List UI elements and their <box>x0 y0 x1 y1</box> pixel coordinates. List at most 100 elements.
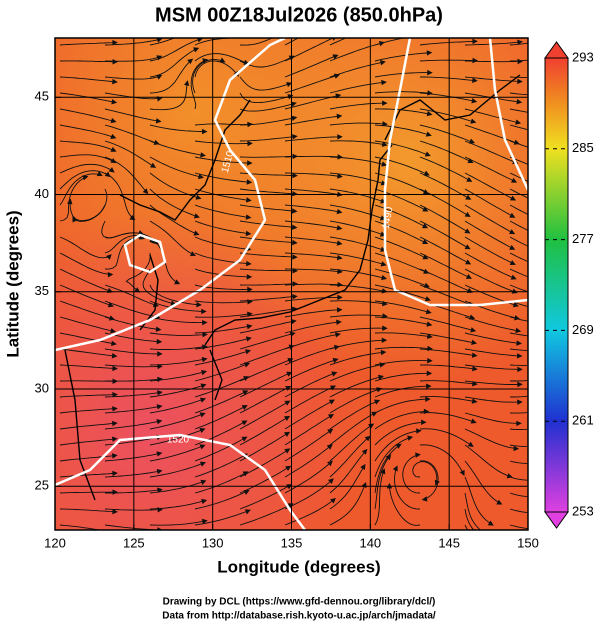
stream-arrow <box>427 357 433 364</box>
streamline <box>194 510 250 526</box>
stream-arrow <box>392 465 398 472</box>
streamline <box>239 252 296 258</box>
stream-arrow <box>246 260 252 267</box>
streamline <box>149 428 204 446</box>
stream-arrow <box>245 230 252 237</box>
stream-arrow <box>112 365 118 372</box>
stream-arrow <box>111 340 117 347</box>
streamline <box>59 408 116 414</box>
streamline <box>329 284 386 292</box>
streamline <box>59 176 87 222</box>
streamline <box>419 59 477 62</box>
stream-arrow <box>517 381 523 388</box>
streamline <box>239 283 297 286</box>
streamline <box>149 371 206 382</box>
stream-arrow <box>385 454 392 461</box>
streamline <box>284 252 341 259</box>
streamline <box>194 325 251 334</box>
streamline <box>104 452 161 462</box>
colorbar-extend-bottom <box>544 511 569 529</box>
streamline <box>374 316 431 326</box>
streamline <box>374 411 428 430</box>
streamline <box>509 364 528 366</box>
streamline <box>194 376 248 398</box>
colorbar-body <box>544 57 569 513</box>
streamline <box>284 429 332 462</box>
coastline <box>209 349 223 401</box>
stream-arrow <box>465 194 472 200</box>
streamline <box>105 489 161 494</box>
streamline <box>194 60 239 78</box>
streamline <box>194 300 251 304</box>
streamline <box>284 359 337 382</box>
stream-arrow <box>470 327 477 333</box>
streamline <box>239 308 296 318</box>
streamline <box>104 75 161 80</box>
stream-arrow <box>562 527 566 531</box>
streamline <box>194 53 248 64</box>
stream-arrow <box>415 452 421 458</box>
streamline <box>194 363 249 382</box>
stream-arrow <box>336 319 342 325</box>
stream-arrow <box>202 319 208 326</box>
stream-arrow <box>243 489 250 495</box>
streamline <box>149 188 199 218</box>
stream-arrow <box>335 332 341 338</box>
stream-arrow <box>517 78 523 85</box>
streamline <box>419 268 472 293</box>
stream-arrow <box>517 366 523 373</box>
streamline <box>59 76 116 83</box>
streamline <box>239 236 296 244</box>
stream-arrow <box>193 47 200 53</box>
stream-arrow <box>246 323 253 330</box>
streamline <box>149 82 188 111</box>
streamline <box>509 412 528 414</box>
stream-arrow <box>291 208 298 214</box>
stream-arrow <box>337 268 343 275</box>
stream-arrow <box>155 118 162 124</box>
streamline <box>284 268 341 273</box>
streamline <box>464 316 520 332</box>
streamline <box>284 321 340 334</box>
stream-arrow <box>336 254 343 261</box>
stream-arrow <box>193 213 200 219</box>
stream-arrow <box>244 362 251 368</box>
streamline <box>329 300 386 305</box>
stream-arrow <box>111 453 118 459</box>
streamline <box>419 204 470 233</box>
streamline <box>509 444 528 447</box>
streamline <box>104 140 155 168</box>
stream-arrow <box>382 100 388 106</box>
stream-arrow <box>332 54 339 60</box>
stream-arrow <box>246 197 252 203</box>
streamline <box>419 348 476 357</box>
colorbar-tick-label: 277 <box>572 231 594 246</box>
streamline <box>59 42 116 46</box>
y-axis-label: Latitude (degrees) <box>3 210 22 357</box>
streamline <box>329 327 386 334</box>
streamline <box>59 316 115 332</box>
streamline <box>374 436 412 478</box>
stream-arrow <box>427 32 431 36</box>
axes: 120 125 130 135 140 145 150 25 30 35 40 45 <box>35 89 539 551</box>
streamline <box>329 61 384 78</box>
stream-arrow <box>509 229 516 235</box>
stream-arrow <box>471 98 478 104</box>
streamline <box>284 296 341 302</box>
streamline <box>284 55 337 78</box>
stream-arrow <box>292 268 299 274</box>
x-tick-label: 135 <box>281 535 303 550</box>
stream-arrow <box>562 33 567 38</box>
stream-arrow <box>189 251 197 257</box>
streamline <box>509 316 528 322</box>
streamline <box>329 204 385 220</box>
stream-arrow <box>156 451 163 457</box>
stream-arrow <box>426 110 433 117</box>
streamline <box>419 380 476 385</box>
streamline <box>149 445 204 462</box>
streamline <box>239 466 290 494</box>
streamline <box>464 140 517 164</box>
stream-arrow <box>327 428 334 435</box>
stream-arrow <box>111 420 118 427</box>
stream-arrow <box>327 460 333 467</box>
